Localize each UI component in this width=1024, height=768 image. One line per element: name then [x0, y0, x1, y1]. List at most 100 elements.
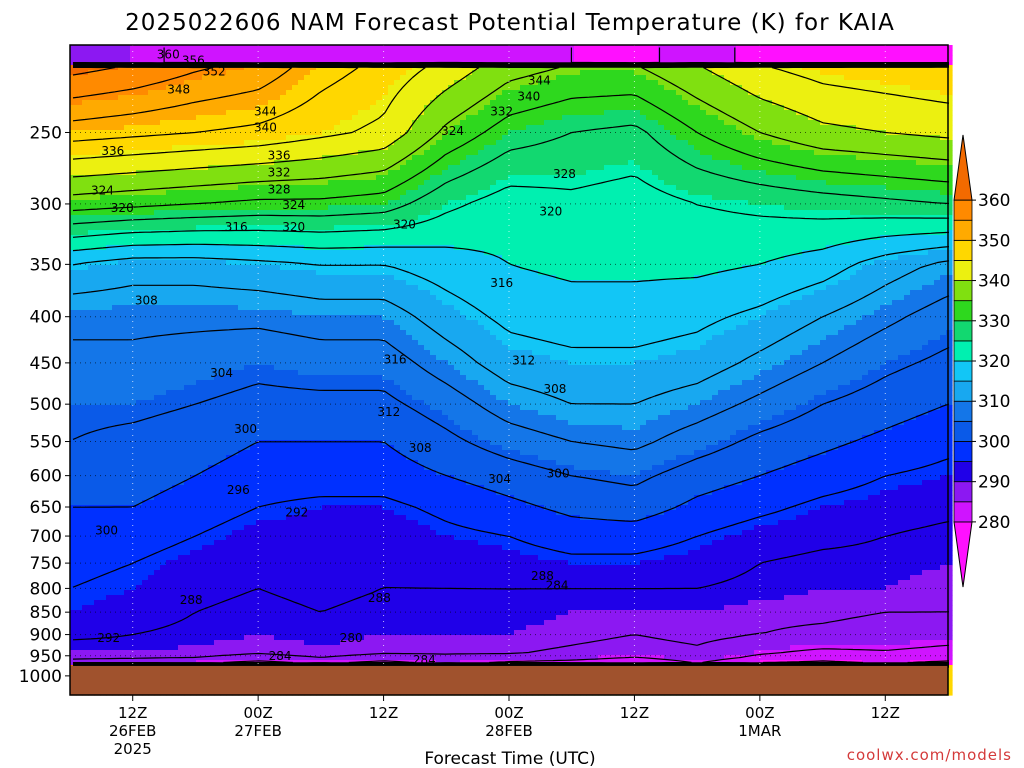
theta-cell	[580, 135, 587, 141]
theta-cell	[598, 100, 605, 106]
theta-cell	[262, 210, 269, 216]
theta-cell	[520, 195, 527, 201]
theta-cell	[448, 70, 455, 76]
theta-cell	[874, 55, 881, 61]
theta-cell	[370, 120, 377, 126]
theta-cell	[172, 125, 179, 131]
theta-cell	[946, 90, 953, 96]
theta-cell	[112, 140, 119, 146]
theta-cell	[94, 145, 101, 151]
theta-cell	[658, 110, 665, 116]
theta-cell	[298, 210, 305, 216]
theta-cell	[934, 155, 941, 161]
theta-cell	[856, 155, 863, 161]
theta-cell	[112, 180, 119, 186]
theta-cell	[556, 190, 563, 196]
theta-cell	[616, 210, 623, 216]
theta-cell	[442, 185, 449, 191]
theta-cell	[586, 195, 593, 201]
theta-cell	[130, 190, 137, 196]
theta-cell	[916, 125, 923, 131]
theta-cell	[664, 195, 671, 201]
theta-cell	[76, 75, 83, 81]
theta-cell	[658, 155, 665, 161]
theta-cell	[298, 70, 305, 76]
theta-cell	[352, 85, 359, 91]
theta-cell	[568, 200, 575, 206]
theta-cell	[250, 140, 257, 146]
theta-cell	[280, 170, 287, 176]
theta-cell	[478, 55, 485, 61]
theta-cell	[676, 70, 683, 76]
theta-cell	[226, 130, 233, 136]
theta-cell	[82, 125, 89, 131]
theta-cell	[532, 160, 539, 166]
theta-cell	[382, 150, 389, 156]
theta-cell	[316, 105, 323, 111]
theta-cell	[310, 150, 317, 156]
theta-cell	[880, 55, 887, 61]
theta-cell	[196, 120, 203, 126]
theta-cell	[454, 45, 461, 51]
theta-cell	[886, 195, 893, 201]
theta-cell	[532, 195, 539, 201]
theta-cell	[682, 80, 689, 86]
theta-cell	[778, 155, 785, 161]
theta-cell	[886, 170, 893, 176]
theta-cell	[544, 195, 551, 201]
theta-cell	[544, 105, 551, 111]
theta-cell	[478, 120, 485, 126]
theta-cell	[160, 165, 167, 171]
theta-cell	[802, 70, 809, 76]
theta-cell	[346, 190, 353, 196]
theta-cell	[286, 125, 293, 131]
theta-cell	[286, 180, 293, 186]
theta-cell	[820, 85, 827, 91]
theta-cell	[394, 125, 401, 131]
theta-cell	[502, 180, 509, 186]
theta-cell	[340, 165, 347, 171]
theta-cell	[688, 120, 695, 126]
theta-cell	[358, 95, 365, 101]
theta-cell	[736, 80, 743, 86]
theta-cell	[766, 165, 773, 171]
theta-cell	[664, 100, 671, 106]
theta-cell	[904, 175, 911, 181]
theta-cell	[382, 80, 389, 86]
theta-cell	[130, 165, 137, 171]
theta-cell	[742, 75, 749, 81]
theta-cell	[190, 145, 197, 151]
theta-cell	[556, 110, 563, 116]
theta-cell	[622, 75, 629, 81]
theta-cell	[298, 145, 305, 151]
theta-cell	[700, 95, 707, 101]
theta-cell	[916, 55, 923, 61]
theta-cell	[286, 175, 293, 181]
theta-cell	[754, 105, 761, 111]
theta-cell	[796, 55, 803, 61]
theta-cell	[538, 155, 545, 161]
theta-cell	[706, 180, 713, 186]
theta-cell	[238, 210, 245, 216]
theta-cell	[520, 120, 527, 126]
theta-cell	[898, 125, 905, 131]
theta-cell	[562, 150, 569, 156]
theta-cell	[502, 135, 509, 141]
theta-cell	[592, 115, 599, 121]
theta-cell	[70, 195, 77, 201]
theta-cell	[214, 110, 221, 116]
theta-cell	[652, 175, 659, 181]
theta-cell	[568, 85, 575, 91]
theta-cell	[526, 90, 533, 96]
theta-cell	[742, 150, 749, 156]
theta-cell	[592, 205, 599, 211]
theta-cell	[766, 210, 773, 216]
theta-cell	[124, 160, 131, 166]
theta-cell	[514, 45, 521, 51]
theta-cell	[382, 85, 389, 91]
theta-cell	[550, 85, 557, 91]
theta-cell	[508, 70, 515, 76]
theta-cell	[184, 150, 191, 156]
theta-cell	[262, 145, 269, 151]
theta-cell	[382, 160, 389, 166]
